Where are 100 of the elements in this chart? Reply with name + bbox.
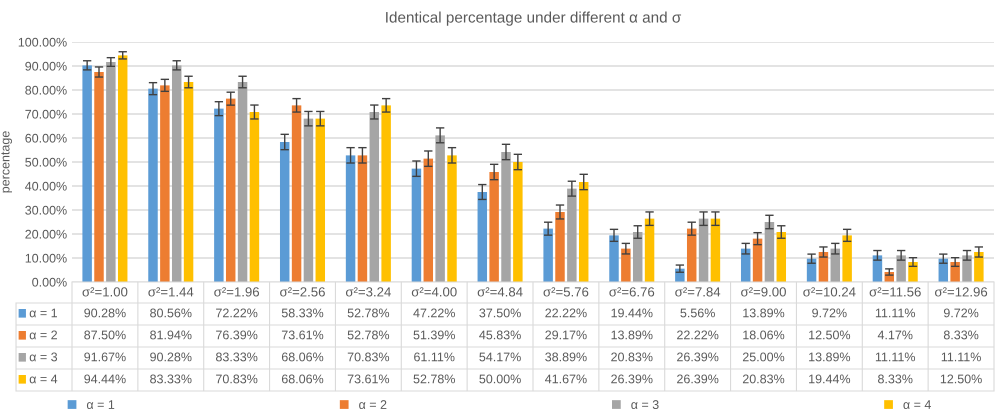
bar bbox=[818, 252, 828, 282]
bar bbox=[555, 212, 565, 282]
x-tick-label: σ²=1.00 bbox=[82, 287, 128, 297]
y-tick-label: 50.00% bbox=[25, 158, 67, 167]
bar bbox=[621, 248, 631, 282]
data-label: 76.39% bbox=[216, 330, 258, 340]
y-tick-label: 100.00% bbox=[18, 38, 67, 47]
data-label: 80.56% bbox=[150, 308, 192, 318]
y-tick-label: 40.00% bbox=[25, 182, 67, 191]
data-label: 47.22% bbox=[413, 308, 455, 318]
bar bbox=[381, 105, 391, 282]
bar bbox=[160, 85, 170, 282]
bar bbox=[962, 255, 972, 282]
bar bbox=[250, 112, 260, 282]
data-label: 26.39% bbox=[611, 374, 653, 384]
bar bbox=[740, 248, 750, 282]
data-label: 37.50% bbox=[479, 308, 521, 318]
data-label: 54.17% bbox=[479, 352, 521, 362]
y-axis-title: percentage bbox=[1, 131, 12, 192]
data-label: 41.67% bbox=[545, 374, 587, 384]
bar bbox=[609, 235, 619, 282]
bar bbox=[567, 188, 577, 282]
data-label: 13.89% bbox=[743, 308, 784, 318]
x-tick-label: σ²=1.44 bbox=[148, 287, 194, 297]
data-label: 52.78% bbox=[414, 374, 455, 384]
x-tick-label: σ²=3.24 bbox=[346, 287, 391, 297]
bar bbox=[872, 255, 882, 282]
data-label: 26.39% bbox=[677, 374, 718, 384]
data-label: 8.33% bbox=[878, 374, 912, 384]
data-label: 9.72% bbox=[812, 308, 847, 318]
bar bbox=[148, 88, 158, 282]
bar bbox=[214, 108, 224, 282]
data-label: 19.44% bbox=[612, 308, 653, 318]
legend-label: α = 1 bbox=[30, 308, 58, 318]
bar bbox=[316, 118, 326, 282]
y-tick-label: 30.00% bbox=[25, 206, 67, 215]
x-tick-label: σ²=6.76 bbox=[609, 287, 654, 297]
data-label: 22.22% bbox=[677, 330, 718, 340]
bar bbox=[513, 162, 523, 282]
data-label: 90.28% bbox=[84, 308, 126, 318]
data-label: 68.06% bbox=[282, 374, 324, 384]
data-label: 91.67% bbox=[84, 352, 126, 362]
bar bbox=[346, 155, 356, 282]
bar bbox=[106, 62, 116, 282]
data-label: 83.33% bbox=[150, 374, 192, 384]
text: α = 1 bbox=[86, 400, 114, 410]
y-tick-label: 10.00% bbox=[26, 254, 67, 263]
data-label: 13.89% bbox=[809, 352, 850, 362]
data-label: 22.22% bbox=[545, 308, 587, 318]
bar bbox=[435, 135, 445, 282]
data-label: 12.50% bbox=[809, 330, 850, 340]
data-label: 73.61% bbox=[348, 374, 390, 384]
data-label: 50.00% bbox=[479, 374, 521, 384]
bar bbox=[478, 192, 488, 282]
data-label: 20.83% bbox=[742, 374, 784, 384]
data-label: 51.39% bbox=[414, 330, 455, 340]
bar bbox=[226, 98, 236, 282]
legend-label: α = 4 bbox=[30, 374, 58, 384]
data-label: 18.06% bbox=[743, 330, 784, 340]
bar bbox=[698, 218, 708, 282]
data-label: 19.44% bbox=[809, 374, 850, 384]
bar bbox=[172, 65, 182, 282]
data-label: 9.72% bbox=[944, 308, 978, 318]
bar bbox=[764, 222, 774, 282]
x-tick-label: σ²=4.00 bbox=[412, 287, 457, 297]
text: α = 4 bbox=[903, 400, 931, 410]
data-label: 4.17% bbox=[878, 330, 912, 340]
data-label: 8.33% bbox=[944, 330, 978, 340]
data-label: 29.17% bbox=[545, 330, 587, 340]
y-tick-label: 60.00% bbox=[25, 134, 67, 143]
bar bbox=[632, 232, 642, 282]
bar bbox=[710, 218, 720, 282]
text: α = 2 bbox=[359, 400, 386, 410]
x-tick-label: σ²=4.84 bbox=[478, 287, 523, 297]
y-tick-label: 0.00% bbox=[32, 278, 67, 287]
x-tick-label: σ²=5.76 bbox=[544, 287, 588, 297]
data-label: 72.22% bbox=[216, 308, 258, 318]
bar bbox=[424, 158, 434, 282]
data-label: 11.11% bbox=[876, 352, 916, 362]
bar bbox=[82, 65, 92, 282]
legend-label: α = 3 bbox=[30, 352, 58, 362]
data-label: 38.89% bbox=[545, 352, 587, 362]
bar bbox=[94, 72, 104, 282]
data-label: 90.28% bbox=[150, 352, 192, 362]
bar bbox=[238, 82, 248, 282]
data-label: 5.56% bbox=[680, 308, 715, 318]
data-label: 20.83% bbox=[611, 352, 653, 362]
data-label: 45.83% bbox=[479, 330, 521, 340]
bar bbox=[578, 182, 588, 282]
bar bbox=[280, 142, 290, 282]
bar bbox=[938, 258, 948, 282]
bar bbox=[950, 262, 960, 282]
x-tick-label: σ²=10.24 bbox=[803, 287, 856, 297]
bar bbox=[118, 55, 128, 282]
bar bbox=[304, 118, 314, 282]
bar bbox=[358, 155, 368, 282]
data-label: 70.83% bbox=[216, 374, 258, 384]
data-label: 52.78% bbox=[348, 330, 390, 340]
data-label: 25.00% bbox=[742, 352, 784, 362]
data-label: 87.50% bbox=[84, 330, 126, 340]
